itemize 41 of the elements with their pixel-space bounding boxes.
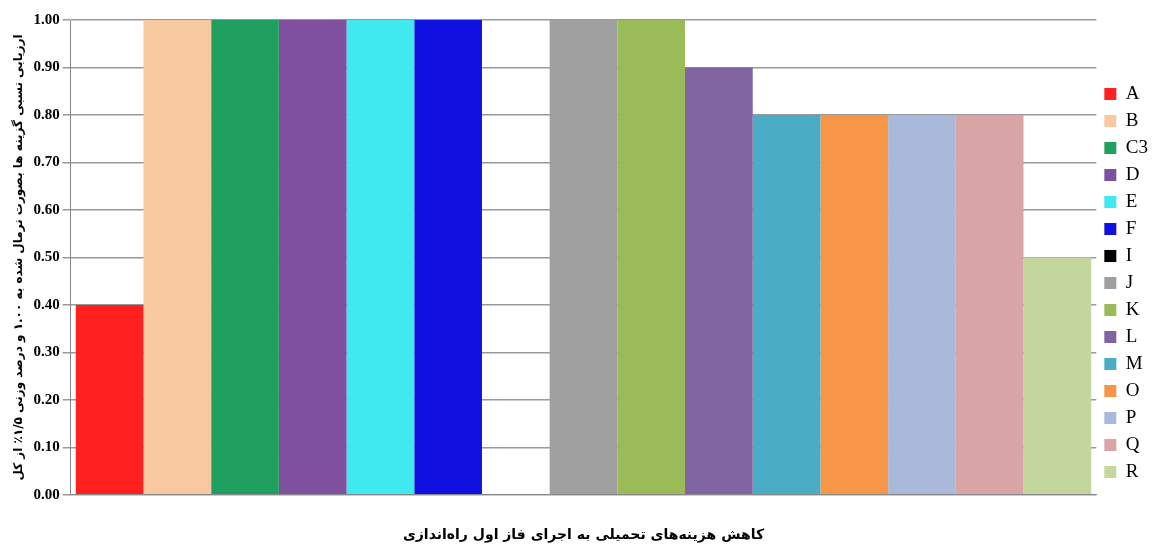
legend-label: R xyxy=(1125,459,1139,481)
legend-label: L xyxy=(1125,324,1138,346)
bar xyxy=(820,114,889,495)
y-tick-label: 0.70 xyxy=(33,153,60,170)
y-axis-title: ارزیابی نسبی گزینه ها بصورت نرمال شده به ۱.۰۰ و درصد وزنی ۱/۵٪ از کل xyxy=(11,34,27,481)
bar xyxy=(143,20,212,495)
bar xyxy=(752,114,821,495)
legend-label: A xyxy=(1125,81,1140,103)
y-tick-label: 0.90 xyxy=(33,58,60,75)
bar xyxy=(888,114,956,495)
x-axis-title: کاهش هزینه‌های تحمیلی به اجرای فاز اول راه‌اندازی xyxy=(402,526,765,544)
legend-label: O xyxy=(1125,378,1140,400)
bar xyxy=(955,114,1024,495)
legend-label: D xyxy=(1125,162,1140,184)
bar xyxy=(414,20,482,495)
legend-label: I xyxy=(1125,243,1133,265)
y-tick-label: 1.00 xyxy=(33,10,60,27)
y-tick-label: 0.20 xyxy=(33,390,60,407)
y-tick-label: 0.00 xyxy=(33,485,60,502)
bar xyxy=(346,20,415,495)
legend-label: K xyxy=(1125,297,1140,319)
bar xyxy=(211,20,279,495)
y-tick-label: 0.80 xyxy=(33,105,60,122)
legend-label: C3 xyxy=(1125,135,1149,157)
bar xyxy=(1023,257,1092,495)
legend-label: E xyxy=(1125,189,1138,211)
y-tick-label: 0.60 xyxy=(33,200,60,217)
legend-label: J xyxy=(1125,270,1134,292)
y-tick-label: 0.10 xyxy=(33,438,60,455)
bar xyxy=(278,20,347,495)
y-tick-label: 0.40 xyxy=(33,295,60,312)
legend-label: M xyxy=(1125,351,1143,373)
legend-label: Q xyxy=(1125,432,1140,454)
legend-label: B xyxy=(1125,108,1139,130)
bar xyxy=(685,67,753,495)
y-tick-label: 0.50 xyxy=(33,248,60,265)
bar xyxy=(617,20,686,495)
y-tick-label: 0.30 xyxy=(33,343,60,360)
legend-label: F xyxy=(1125,216,1137,238)
bar xyxy=(75,304,144,495)
legend-label: P xyxy=(1125,405,1137,427)
